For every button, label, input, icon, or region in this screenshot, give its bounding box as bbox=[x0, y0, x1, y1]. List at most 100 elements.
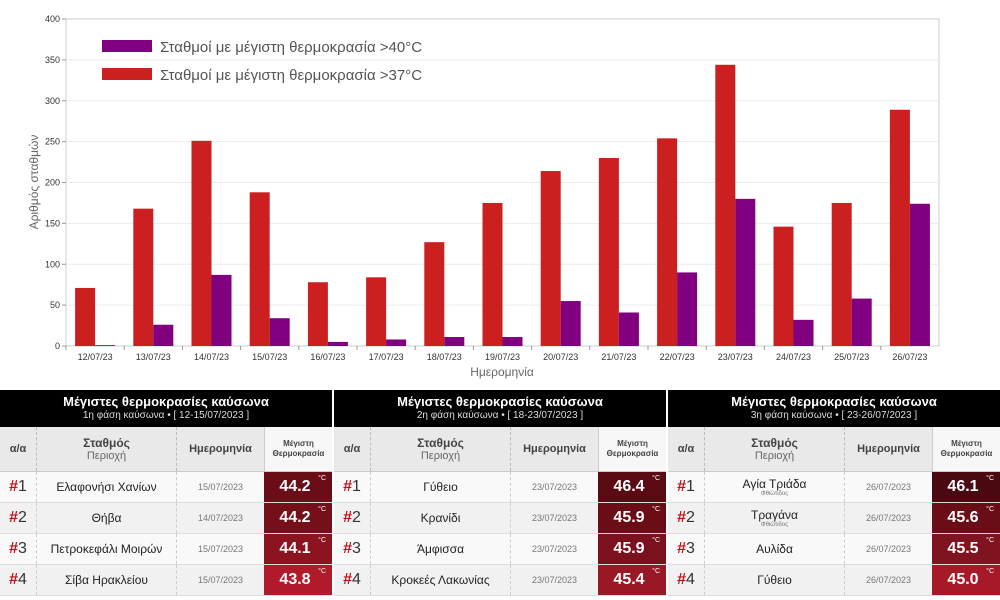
rank-number: 2 bbox=[18, 509, 27, 526]
x-tick-label: 23/07/23 bbox=[718, 352, 753, 362]
rank-hash: # bbox=[343, 509, 352, 526]
rank-number: 1 bbox=[18, 478, 27, 495]
rank-number: 3 bbox=[352, 540, 361, 557]
col-rank-header: α/α bbox=[677, 443, 695, 455]
station-name: Κροκεές Λακωνίας bbox=[391, 573, 490, 587]
bar-above-37 bbox=[133, 208, 154, 346]
table-row: #3 Πετροκεφάλι Μοιρών 15/07/2023 44.1 °C bbox=[0, 534, 332, 565]
temperature-cell: 44.2 °C bbox=[264, 503, 332, 533]
x-tick-label: 16/07/23 bbox=[310, 352, 345, 362]
bar-above-37 bbox=[657, 138, 678, 346]
y-tick-label: 350 bbox=[45, 55, 60, 65]
y-tick-label: 150 bbox=[45, 218, 60, 228]
temperature-cell: 45.4 °C bbox=[598, 565, 666, 595]
col-region-label: Περιοχή bbox=[86, 450, 127, 462]
date-cell: 23/07/2023 bbox=[510, 534, 598, 564]
rank-hash: # bbox=[677, 540, 686, 557]
bar-above-37 bbox=[307, 282, 328, 346]
temperature-value: 45.9 bbox=[613, 540, 645, 557]
rank-cell: #4 bbox=[0, 565, 36, 595]
y-tick-label: 0 bbox=[55, 341, 60, 351]
station-name: Πετροκεφάλι Μοιρών bbox=[50, 542, 163, 556]
col-station-header: Σταθμός Περιοχή bbox=[36, 427, 176, 471]
rank-cell: #1 bbox=[334, 472, 370, 502]
station-name: Θήβα bbox=[91, 511, 122, 525]
legend-label-40: Σταθμοί με μέγιστη θερμοκρασία >40°C bbox=[160, 39, 422, 56]
col-station-label: Σταθμός bbox=[751, 436, 798, 450]
x-tick-label: 19/07/23 bbox=[485, 352, 520, 362]
rank-hash: # bbox=[9, 509, 18, 526]
temperature-value: 44.1 bbox=[279, 540, 311, 557]
degree-unit: °C bbox=[318, 568, 326, 575]
col-max-label-1: Μέγιστη bbox=[951, 439, 982, 448]
x-tick-label: 25/07/23 bbox=[834, 352, 869, 362]
panel-header: Μέγιστες θερμοκρασίες καύσωνα 1η φάση κα… bbox=[0, 390, 332, 427]
temperature-cell: 45.9 °C bbox=[598, 534, 666, 564]
bar-above-37 bbox=[249, 192, 270, 346]
temperature-cell: 45.6 °C bbox=[932, 503, 1000, 533]
x-tick-label: 20/07/23 bbox=[543, 352, 578, 362]
degree-unit: °C bbox=[318, 475, 326, 482]
station-cell: Αγία Τριάδα Φθιώτιδος bbox=[704, 472, 844, 502]
rank-number: 2 bbox=[352, 509, 361, 526]
table-header: α/α Σταθμός Περιοχή Ημερομηνία Μέγιστη Θ… bbox=[0, 427, 332, 472]
rank-number: 4 bbox=[352, 571, 361, 588]
rank-cell: #2 bbox=[0, 503, 36, 533]
x-tick-label: 18/07/23 bbox=[427, 352, 462, 362]
panel-subtitle: 2η φάση καύσωνα • [ 18-23/07/2023 ] bbox=[416, 410, 584, 421]
y-axis-title: Αριθμός σταθμών bbox=[27, 135, 41, 230]
temperature-cell: 43.8 °C bbox=[264, 565, 332, 595]
temperature-value: 43.8 bbox=[279, 571, 311, 588]
rank-number: 3 bbox=[686, 540, 695, 557]
bar-above-37 bbox=[75, 287, 96, 346]
heatwave-panel-phase-1: Μέγιστες θερμοκρασίες καύσωνα 1η φάση κα… bbox=[0, 390, 332, 600]
temperature-value: 44.2 bbox=[279, 509, 311, 526]
heatwave-panel-phase-2: Μέγιστες θερμοκρασίες καύσωνα 2η φάση κα… bbox=[334, 390, 666, 600]
date-cell: 26/07/2023 bbox=[844, 503, 932, 533]
y-tick-label: 50 bbox=[50, 300, 60, 310]
rank-hash: # bbox=[9, 571, 18, 588]
bar-above-40 bbox=[851, 298, 872, 346]
x-tick-label: 26/07/23 bbox=[892, 352, 927, 362]
station-cell: Κρανίδι bbox=[370, 503, 510, 533]
rank-cell: #4 bbox=[334, 565, 370, 595]
bar-above-40 bbox=[444, 337, 465, 346]
degree-unit: °C bbox=[986, 537, 994, 544]
temperature-value: 45.5 bbox=[947, 540, 979, 557]
y-tick-label: 100 bbox=[45, 259, 60, 269]
bar-above-40 bbox=[502, 337, 523, 346]
panel-title: Μέγιστες θερμοκρασίες καύσωνα bbox=[63, 394, 269, 409]
table-row: #4 Σίβα Ηρακλείου 15/07/2023 43.8 °C bbox=[0, 565, 332, 596]
degree-unit: °C bbox=[652, 475, 660, 482]
bar-above-40 bbox=[909, 203, 930, 346]
bar-above-40 bbox=[211, 274, 232, 346]
rank-number: 1 bbox=[686, 478, 695, 495]
col-max-header: Μέγιστη Θερμοκρασία bbox=[932, 427, 1000, 471]
bar-above-40 bbox=[735, 198, 756, 346]
temperature-cell: 44.1 °C bbox=[264, 534, 332, 564]
x-axis-title: Ημερομηνία bbox=[470, 365, 534, 379]
col-max-header: Μέγιστη Θερμοκρασία bbox=[598, 427, 666, 471]
legend[interactable]: Σταθμοί με μέγιστη θερμοκρασία >40°C Στα… bbox=[102, 39, 422, 84]
temperature-cell: 45.0 °C bbox=[932, 565, 1000, 595]
table-row: #2 Θήβα 14/07/2023 44.2 °C bbox=[0, 503, 332, 534]
x-tick-label: 17/07/23 bbox=[369, 352, 404, 362]
station-name: Άμφισσα bbox=[416, 542, 465, 556]
degree-unit: °C bbox=[652, 506, 660, 513]
date-cell: 15/07/2023 bbox=[176, 472, 264, 502]
degree-unit: °C bbox=[318, 537, 326, 544]
bar-above-40 bbox=[618, 312, 639, 346]
col-region-label: Περιοχή bbox=[420, 450, 461, 462]
col-max-label-1: Μέγιστη bbox=[617, 439, 648, 448]
max-temperature-panels: Μέγιστες θερμοκρασίες καύσωνα 1η φάση κα… bbox=[0, 390, 1000, 600]
date-cell: 23/07/2023 bbox=[510, 565, 598, 595]
bar-chart: 0 50 100 150 200 250 300 350 400 12/07/23 13/07/2… bbox=[27, 14, 940, 379]
station-cell: Ελαφονήσι Χανίων bbox=[36, 472, 176, 502]
panel-title: Μέγιστες θερμοκρασίες καύσωνα bbox=[397, 394, 603, 409]
temperature-value: 46.4 bbox=[613, 478, 645, 495]
table-body: #1 Γύθειο 23/07/2023 46.4 °C #2 Κρανίδι 2… bbox=[334, 472, 666, 596]
table-row: #1 Ελαφονήσι Χανίων 15/07/2023 44.2 °C bbox=[0, 472, 332, 503]
date-cell: 23/07/2023 bbox=[510, 503, 598, 533]
bar-above-37 bbox=[366, 277, 387, 346]
bar-above-40 bbox=[793, 319, 814, 346]
